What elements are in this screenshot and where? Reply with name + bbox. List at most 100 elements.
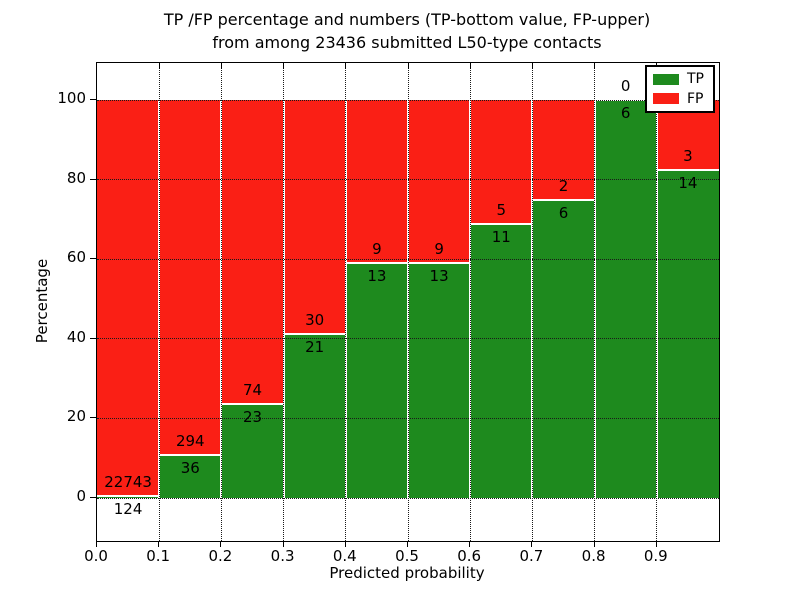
- top-tick: [345, 63, 347, 69]
- tp-count-label: 6: [558, 203, 569, 222]
- x-tick-label: 0.2: [208, 547, 233, 565]
- x-tick-label: 0.5: [395, 547, 419, 565]
- bar-boundary-line: [656, 169, 719, 172]
- bar-fp-segment: [159, 100, 222, 455]
- x-tick-label: 0.0: [84, 547, 108, 565]
- x-gridline: [158, 63, 160, 541]
- x-gridline: [345, 63, 347, 541]
- bar-boundary-line: [470, 223, 533, 226]
- bar-boundary-line: [532, 198, 595, 201]
- legend: TP FP: [645, 65, 715, 113]
- x-tick: [282, 541, 284, 547]
- top-tick: [220, 63, 222, 69]
- tp-count-label: 21: [305, 338, 325, 357]
- x-tick-label: 0.7: [519, 547, 544, 565]
- tp-count-label: 23: [242, 407, 263, 426]
- bar-tp-segment: [97, 495, 160, 498]
- top-tick: [531, 63, 533, 69]
- chart-title: TP /FP percentage and numbers (TP-bottom…: [60, 8, 754, 54]
- fp-count-label: 3: [683, 147, 693, 166]
- y-gridline: [97, 258, 719, 260]
- fp-count-label: 22743: [104, 472, 152, 491]
- x-gridline: [656, 63, 658, 541]
- x-tick: [655, 541, 657, 547]
- bar-tp-segment: [532, 199, 595, 498]
- bar-tp-segment: [345, 262, 408, 498]
- y-tick: [90, 337, 96, 339]
- bar-boundary-line: [97, 494, 160, 497]
- y-tick-label: 20: [66, 407, 86, 426]
- y-tick: [90, 258, 96, 260]
- bar-tp-segment: [470, 224, 533, 498]
- top-tick: [469, 63, 471, 69]
- bar-tp-segment: [283, 334, 346, 498]
- y-tick-label: 100: [57, 89, 86, 107]
- x-gridline: [594, 63, 596, 541]
- fp-count-label: 74: [242, 380, 263, 399]
- fp-count-label: 9: [372, 239, 382, 258]
- bar-boundary-line: [345, 261, 408, 264]
- y-gridline: [97, 497, 719, 499]
- x-tick-label: 0.9: [643, 547, 668, 565]
- bar-boundary-line: [283, 333, 346, 336]
- x-tick: [96, 541, 97, 547]
- x-tick-label: 0.3: [270, 547, 295, 565]
- x-tick: [407, 541, 408, 547]
- x-tick: [531, 541, 533, 547]
- bar-boundary-line: [159, 453, 222, 456]
- x-gridline: [469, 63, 471, 541]
- x-tick-label: 0.8: [581, 547, 606, 565]
- tp-count-label: 13: [429, 266, 449, 285]
- fp-count-label: 5: [496, 201, 507, 220]
- bar-fp-segment: [345, 100, 408, 263]
- y-tick-label: 80: [66, 168, 86, 187]
- legend-label-tp: TP: [687, 71, 704, 88]
- bar-boundary-line: [408, 261, 471, 264]
- tp-count-label: 36: [180, 458, 200, 477]
- x-tick: [593, 541, 595, 547]
- x-tick-label: 0.6: [457, 547, 482, 565]
- fp-count-label: 0: [620, 77, 631, 95]
- top-tick: [594, 63, 596, 69]
- fp-count-label: 2: [558, 176, 569, 195]
- x-tick: [344, 541, 346, 547]
- legend-label-fp: FP: [687, 90, 704, 107]
- bar-fp-segment: [283, 100, 346, 335]
- y-tick-label: 40: [66, 327, 86, 346]
- bar-fp-segment: [408, 100, 471, 263]
- fp-count-label: 30: [305, 311, 325, 330]
- bar-tp-segment: [408, 262, 471, 498]
- fp-count-label: 294: [175, 431, 205, 450]
- x-gridline: [220, 63, 222, 541]
- bar-tp-segment: [159, 454, 222, 498]
- x-tick: [220, 541, 222, 547]
- x-gridline: [407, 63, 409, 541]
- x-gridline: [283, 63, 285, 541]
- y-tick-label: 0: [76, 487, 86, 505]
- x-tick-label: 0.1: [146, 547, 171, 565]
- tp-count-label: 124: [113, 499, 143, 518]
- tp-count-label: 6: [620, 104, 631, 122]
- bar-tp-segment: [221, 403, 284, 498]
- plot-area: 22743 124 294 36 74 23 30 21 9 13 9 13 5 11 2 6 0 6 3 14: [96, 62, 720, 542]
- tp-count-label: 14: [678, 174, 698, 193]
- bar-boundary-line: [221, 402, 284, 405]
- y-gridline: [97, 179, 719, 181]
- chart-title-line1: TP /FP percentage and numbers (TP-bottom…: [163, 10, 651, 29]
- y-tick: [90, 99, 96, 100]
- top-tick: [407, 63, 409, 69]
- x-gridline: [531, 63, 533, 541]
- y-tick-label: 60: [66, 248, 86, 267]
- chart-title-line2: from among 23436 submitted L50-type cont…: [212, 33, 602, 52]
- x-axis-label: Predicted probability: [329, 564, 485, 582]
- bar-tp-segment: [594, 100, 657, 498]
- fp-count-label: 9: [434, 239, 444, 258]
- legend-swatch-fp-icon: [653, 93, 679, 105]
- bar-fp-segment: [532, 100, 595, 200]
- y-tick: [90, 417, 96, 419]
- y-tick: [90, 497, 96, 498]
- top-tick: [283, 63, 285, 69]
- legend-entry-tp: TP: [653, 72, 707, 86]
- top-tick: [158, 63, 160, 69]
